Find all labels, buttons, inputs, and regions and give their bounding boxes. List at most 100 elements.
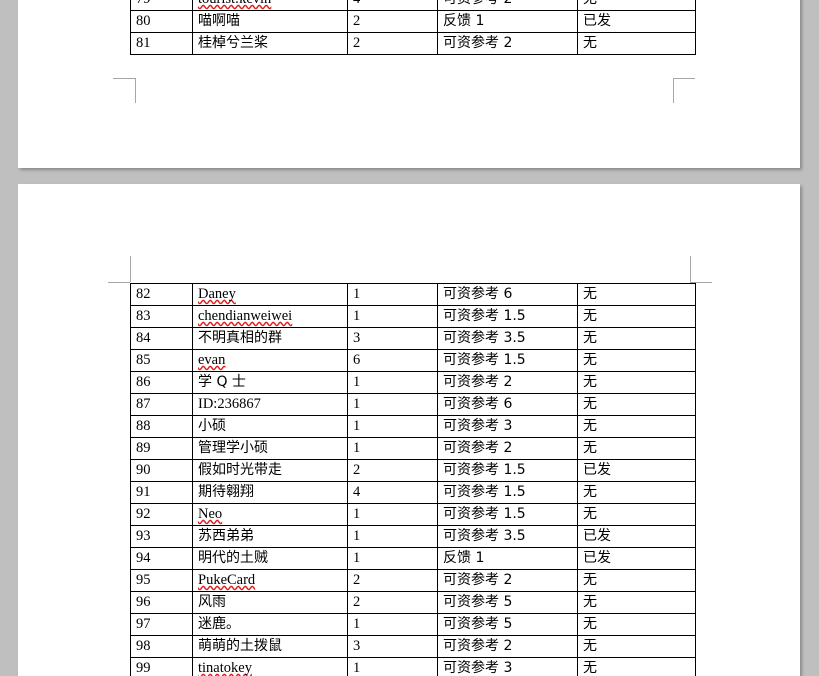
cell-name: chendianweiwei [192, 305, 348, 328]
cell-note: 可资参考 1.5 [437, 349, 578, 372]
margin-mark-top-left-horizontal [108, 282, 130, 283]
cell-name: 桂棹兮兰桨 [192, 32, 348, 55]
cell-quantity: 1 [347, 393, 438, 416]
table-row: 92 Neo 1 可资参考 1.5 无 [130, 503, 696, 526]
cell-note: 可资参考 3 [437, 415, 578, 438]
cell-index: 95 [130, 569, 193, 592]
cell-status: 已发 [577, 10, 696, 33]
spellcheck-underlined-text: Neo [198, 506, 223, 522]
cell-quantity: 1 [347, 657, 438, 676]
cell-status: 无 [577, 32, 696, 55]
data-table-page-2: 82 Daney 1 可资参考 6 无 83 chendianweiwei 1 可资参考 1.5… [130, 283, 696, 676]
document-page-2: 82 Daney 1 可资参考 6 无 83 chendianweiwei 1 可资参考 1.5… [18, 184, 800, 676]
margin-mark-bottom-right-vertical [673, 78, 674, 103]
cell-status: 无 [577, 371, 696, 394]
cell-note: 可资参考 1.5 [437, 305, 578, 328]
cell-name: 管理学小硕 [192, 437, 348, 460]
cell-index: 90 [130, 459, 193, 482]
cell-status: 无 [577, 415, 696, 438]
cell-index: 94 [130, 547, 193, 570]
cell-quantity: 2 [347, 459, 438, 482]
cell-note: 反馈 1 [437, 10, 578, 33]
cell-status: 无 [577, 283, 696, 306]
cell-status: 无 [577, 635, 696, 658]
cell-index: 79 [130, 0, 193, 11]
cell-quantity: 4 [347, 481, 438, 504]
table-row: 90 假如时光带走 2 可资参考 1.5 已发 [130, 459, 696, 482]
cell-quantity: 2 [347, 591, 438, 614]
cell-note: 可资参考 2 [437, 437, 578, 460]
cell-status: 无 [577, 591, 696, 614]
cell-index: 88 [130, 415, 193, 438]
cell-name: 风雨 [192, 591, 348, 614]
cell-index: 92 [130, 503, 193, 526]
spellcheck-underlined-text: Daney [198, 286, 236, 302]
cell-index: 91 [130, 481, 193, 504]
cell-index: 81 [130, 32, 193, 55]
cell-note: 可资参考 1.5 [437, 481, 578, 504]
cell-note: 可资参考 1.5 [437, 503, 578, 526]
cell-index: 93 [130, 525, 193, 548]
cell-note: 可资参考 3.5 [437, 525, 578, 548]
cell-name: 萌萌的土拨鼠 [192, 635, 348, 658]
cell-name: 喵啊喵 [192, 10, 348, 33]
spellcheck-underlined-text: tinatokey [198, 660, 252, 676]
cell-name: 苏西弟弟 [192, 525, 348, 548]
cell-name: 小硕 [192, 415, 348, 438]
cell-status: 无 [577, 481, 696, 504]
cell-quantity: 4 [347, 0, 438, 11]
cell-status: 无 [577, 437, 696, 460]
cell-quantity: 1 [347, 437, 438, 460]
spellcheck-underlined-text: PukeCard [198, 572, 256, 588]
cell-name: 假如时光带走 [192, 459, 348, 482]
spellcheck-underlined-text: evan [198, 352, 226, 368]
cell-quantity: 1 [347, 371, 438, 394]
spellcheck-underlined-text: tourist:kevin [198, 0, 271, 7]
cell-status: 无 [577, 569, 696, 592]
cell-index: 82 [130, 283, 193, 306]
table-row: 80 喵啊喵 2 反馈 1 已发 [130, 10, 696, 33]
table-row: 83 chendianweiwei 1 可资参考 1.5 无 [130, 305, 696, 328]
cell-index: 89 [130, 437, 193, 460]
cell-index: 98 [130, 635, 193, 658]
cell-name: Neo [192, 503, 348, 526]
margin-mark-top-left-vertical [130, 256, 131, 282]
spellcheck-underlined-text: chendianweiwei [198, 308, 293, 324]
cell-name: 迷鹿。 [192, 613, 348, 636]
table-row: 84 不明真相的群 3 可资参考 3.5 无 [130, 327, 696, 350]
cell-status: 无 [577, 327, 696, 350]
cell-quantity: 6 [347, 349, 438, 372]
cell-status: 无 [577, 657, 696, 676]
table-row: 94 明代的土贼 1 反馈 1 已发 [130, 547, 696, 570]
cell-quantity: 1 [347, 613, 438, 636]
cell-note: 可资参考 5 [437, 591, 578, 614]
cell-quantity: 1 [347, 503, 438, 526]
cell-name: PukeCard [192, 569, 348, 592]
margin-mark-bottom-left-vertical [135, 78, 136, 103]
cell-index: 87 [130, 393, 193, 416]
document-page-1: 79tourist:kevin4可资参考 2无80喵啊喵2反馈 1已发81桂棹兮… [18, 0, 800, 168]
cell-quantity: 1 [347, 305, 438, 328]
cell-note: 反馈 1 [437, 547, 578, 570]
cell-name: 期待翱翔 [192, 481, 348, 504]
cell-index: 83 [130, 305, 193, 328]
cell-note: 可资参考 1.5 [437, 459, 578, 482]
cell-name: ID:236867 [192, 393, 348, 416]
cell-index: 99 [130, 657, 193, 676]
table-row: 85 evan 6 可资参考 1.5 无 [130, 349, 696, 372]
cell-index: 86 [130, 371, 193, 394]
cell-note: 可资参考 2 [437, 0, 578, 11]
cell-status: 无 [577, 305, 696, 328]
cell-status: 已发 [577, 525, 696, 548]
cell-status: 无 [577, 0, 696, 11]
